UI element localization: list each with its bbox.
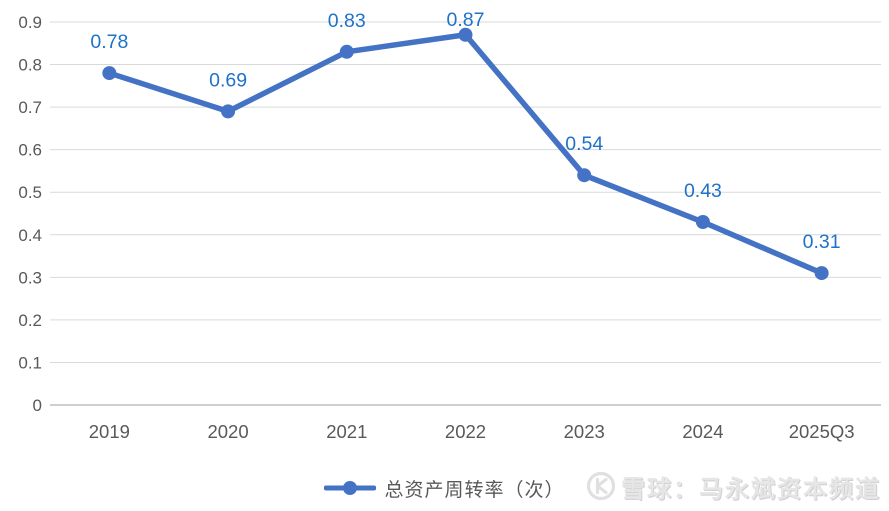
- data-point: [814, 266, 829, 281]
- y-tick-label: 0.3: [18, 268, 42, 287]
- data-label: 0.69: [209, 69, 247, 91]
- data-label: 0.83: [328, 10, 366, 32]
- y-tick-label: 0.5: [18, 183, 42, 202]
- data-label: 0.43: [684, 180, 722, 202]
- x-tick-label: 2024: [682, 421, 723, 442]
- watermark: 雪球：马永斌资本频道: [586, 468, 881, 504]
- y-tick-label: 0: [33, 396, 42, 415]
- y-tick-label: 0.1: [18, 353, 42, 372]
- data-point: [695, 215, 710, 230]
- data-label: 0.87: [447, 9, 485, 31]
- legend: 总资产周转率（次）: [0, 474, 889, 502]
- data-point: [221, 104, 236, 119]
- data-point: [577, 168, 592, 183]
- data-point: [458, 27, 473, 42]
- x-tick-label: 2023: [564, 421, 605, 442]
- y-tick-label: 0.2: [18, 311, 42, 330]
- legend-label: 总资产周转率（次）: [384, 478, 565, 501]
- x-tick-label: 2025Q3: [789, 421, 855, 442]
- y-tick-label: 0.6: [18, 141, 42, 160]
- data-point: [339, 44, 354, 59]
- y-tick-label: 0.9: [18, 13, 42, 32]
- y-tick-label: 0.4: [18, 226, 42, 245]
- data-label: 0.78: [90, 31, 128, 53]
- y-tick-label: 0.7: [18, 98, 42, 117]
- line-chart: 0 0.1 0.2 0.3 0.4 0.5 0.6 0.7 0.8 0.9 2019 2020 2021…: [18, 9, 881, 442]
- x-tick-label: 2022: [445, 421, 486, 442]
- data-label: 0.31: [803, 231, 841, 253]
- legend-line-marker-icon: [324, 481, 377, 495]
- y-tick-label: 0.8: [18, 56, 42, 75]
- x-tick-label: 2021: [326, 421, 367, 442]
- x-tick-label: 2019: [89, 421, 130, 442]
- x-tick-label: 2020: [207, 421, 248, 442]
- xueqiu-logo-icon: [586, 471, 616, 501]
- watermark-text: 雪球：马永斌资本频道: [621, 473, 881, 503]
- data-label: 0.54: [565, 133, 603, 155]
- data-point: [102, 66, 117, 81]
